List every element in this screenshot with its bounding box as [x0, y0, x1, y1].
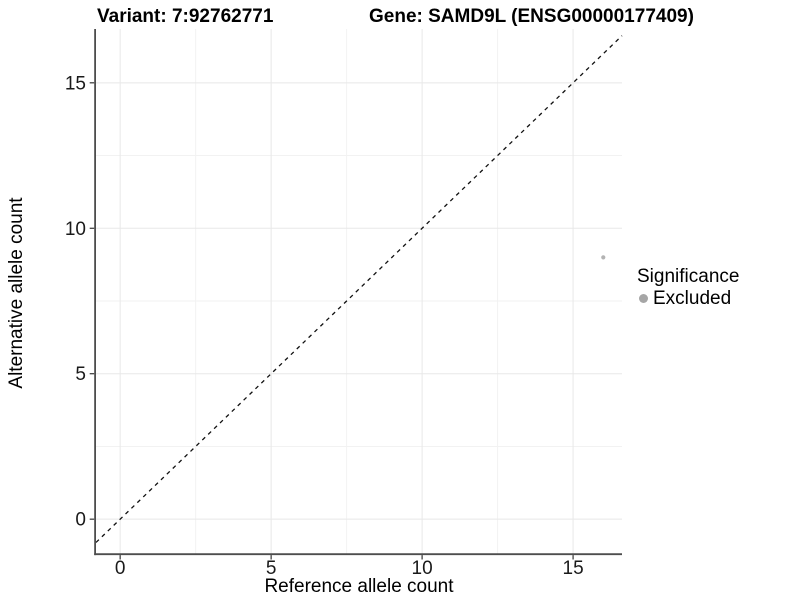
legend: Significance Excluded	[630, 266, 798, 309]
y-tick-label: 10	[65, 219, 86, 240]
y-tick-label: 5	[75, 364, 86, 385]
plot-title-variant: Variant: 7:92762771	[97, 6, 274, 27]
y-axis-title: Alternative allele count	[6, 197, 27, 389]
x-tick-label: 15	[563, 558, 584, 579]
legend-entry-excluded: Excluded	[639, 288, 798, 309]
x-tick-label: 5	[266, 558, 277, 579]
legend-entry-label: Excluded	[653, 288, 732, 309]
data-point	[601, 255, 606, 260]
y-tick-label: 0	[75, 510, 86, 531]
x-tick-label: 0	[115, 558, 126, 579]
legend-point-icon	[639, 294, 648, 303]
identity-reference-line	[95, 35, 623, 543]
x-axis-title: Reference allele count	[264, 576, 454, 597]
plot-title-gene: Gene: SAMD9L (ENSG00000177409)	[369, 6, 694, 27]
x-tick-label: 10	[412, 558, 433, 579]
legend-title: Significance	[637, 266, 740, 287]
y-tick-label: 15	[65, 73, 86, 94]
